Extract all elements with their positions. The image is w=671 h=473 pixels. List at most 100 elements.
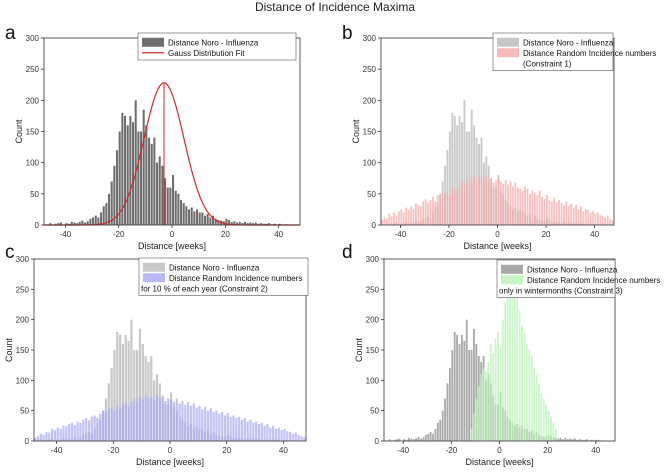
x-axis-label: Distance [weeks] — [136, 457, 204, 467]
bar — [408, 437, 410, 441]
bar — [174, 190, 177, 225]
bar — [586, 439, 588, 441]
bar — [393, 439, 396, 441]
bar — [560, 203, 563, 225]
bar — [429, 200, 432, 225]
bar — [244, 221, 247, 225]
y-tick-label: 0 — [375, 437, 380, 446]
bar — [107, 409, 110, 441]
bar — [164, 400, 167, 441]
bar — [246, 421, 249, 441]
bar — [599, 215, 602, 225]
bar — [429, 431, 432, 441]
bar — [34, 437, 37, 441]
bar — [102, 410, 105, 441]
bar — [577, 209, 580, 225]
y-tick-label: 300 — [16, 255, 30, 264]
legend-swatch — [501, 264, 523, 274]
bar — [557, 438, 560, 441]
bar — [441, 192, 444, 225]
bar — [436, 422, 439, 441]
bar — [542, 398, 545, 441]
bar — [482, 368, 485, 441]
bar — [65, 426, 68, 441]
bar — [554, 428, 557, 441]
bar — [468, 131, 471, 225]
bar — [113, 410, 116, 441]
bar — [59, 428, 62, 441]
bar — [138, 328, 142, 441]
bar — [564, 437, 567, 441]
bar — [475, 181, 478, 225]
bar — [60, 222, 63, 225]
bar — [403, 439, 406, 441]
bar — [446, 150, 449, 225]
bar — [110, 181, 113, 225]
bar — [427, 202, 429, 225]
bar — [113, 165, 116, 225]
bar — [249, 419, 252, 441]
bar — [192, 403, 195, 441]
y-tick-label: 250 — [366, 285, 380, 294]
bar — [141, 399, 144, 441]
bar — [266, 424, 269, 441]
bar — [569, 438, 572, 441]
bar — [570, 203, 573, 225]
y-tick-label: 200 — [16, 316, 30, 325]
bar — [546, 195, 548, 225]
bar — [412, 208, 415, 225]
bar — [255, 421, 258, 441]
bar — [381, 220, 383, 225]
legend: Distance Noro - Influenza Gauss Distribut… — [137, 32, 297, 61]
bar — [407, 210, 410, 225]
bar — [184, 404, 187, 441]
bar — [494, 337, 497, 441]
bar — [249, 222, 252, 225]
y-tick-label: 100 — [366, 376, 380, 385]
bar — [70, 422, 74, 441]
bar — [73, 222, 76, 225]
bar — [272, 425, 275, 441]
bar — [177, 193, 180, 225]
x-tick-label: -20 — [443, 230, 455, 239]
bar — [158, 398, 161, 441]
bar — [243, 417, 246, 441]
bar — [412, 439, 415, 441]
bar — [555, 202, 558, 225]
bar — [444, 193, 446, 225]
bar — [172, 401, 176, 441]
bar — [221, 411, 224, 441]
x-tick-label: -40 — [397, 446, 409, 455]
bar — [566, 439, 569, 441]
bar — [303, 437, 306, 441]
bar — [283, 428, 286, 441]
bar — [137, 131, 140, 225]
bar — [587, 210, 590, 225]
bar — [611, 220, 614, 225]
bar — [458, 115, 461, 225]
bar — [475, 343, 478, 441]
bar — [206, 213, 209, 225]
bar — [201, 409, 204, 441]
bar — [54, 223, 57, 225]
bar — [521, 190, 524, 225]
bar — [289, 431, 292, 441]
y-axis-label: Count — [4, 338, 14, 363]
bar — [414, 203, 417, 225]
bar — [85, 417, 88, 441]
bar — [480, 178, 483, 225]
legend-label: Distance Noro - Influenza — [168, 38, 259, 47]
bar — [132, 122, 135, 225]
bar — [383, 217, 386, 225]
x-tick-label: 40 — [279, 446, 288, 455]
bar — [402, 212, 405, 225]
bar — [212, 215, 215, 225]
x-tick-label: -20 — [113, 230, 125, 239]
legend-label: Distance Noro - Influenza — [169, 263, 260, 272]
bar — [398, 438, 401, 441]
bar — [427, 433, 430, 441]
bar — [277, 427, 280, 441]
bar — [113, 350, 116, 441]
bars-group — [388, 268, 605, 441]
